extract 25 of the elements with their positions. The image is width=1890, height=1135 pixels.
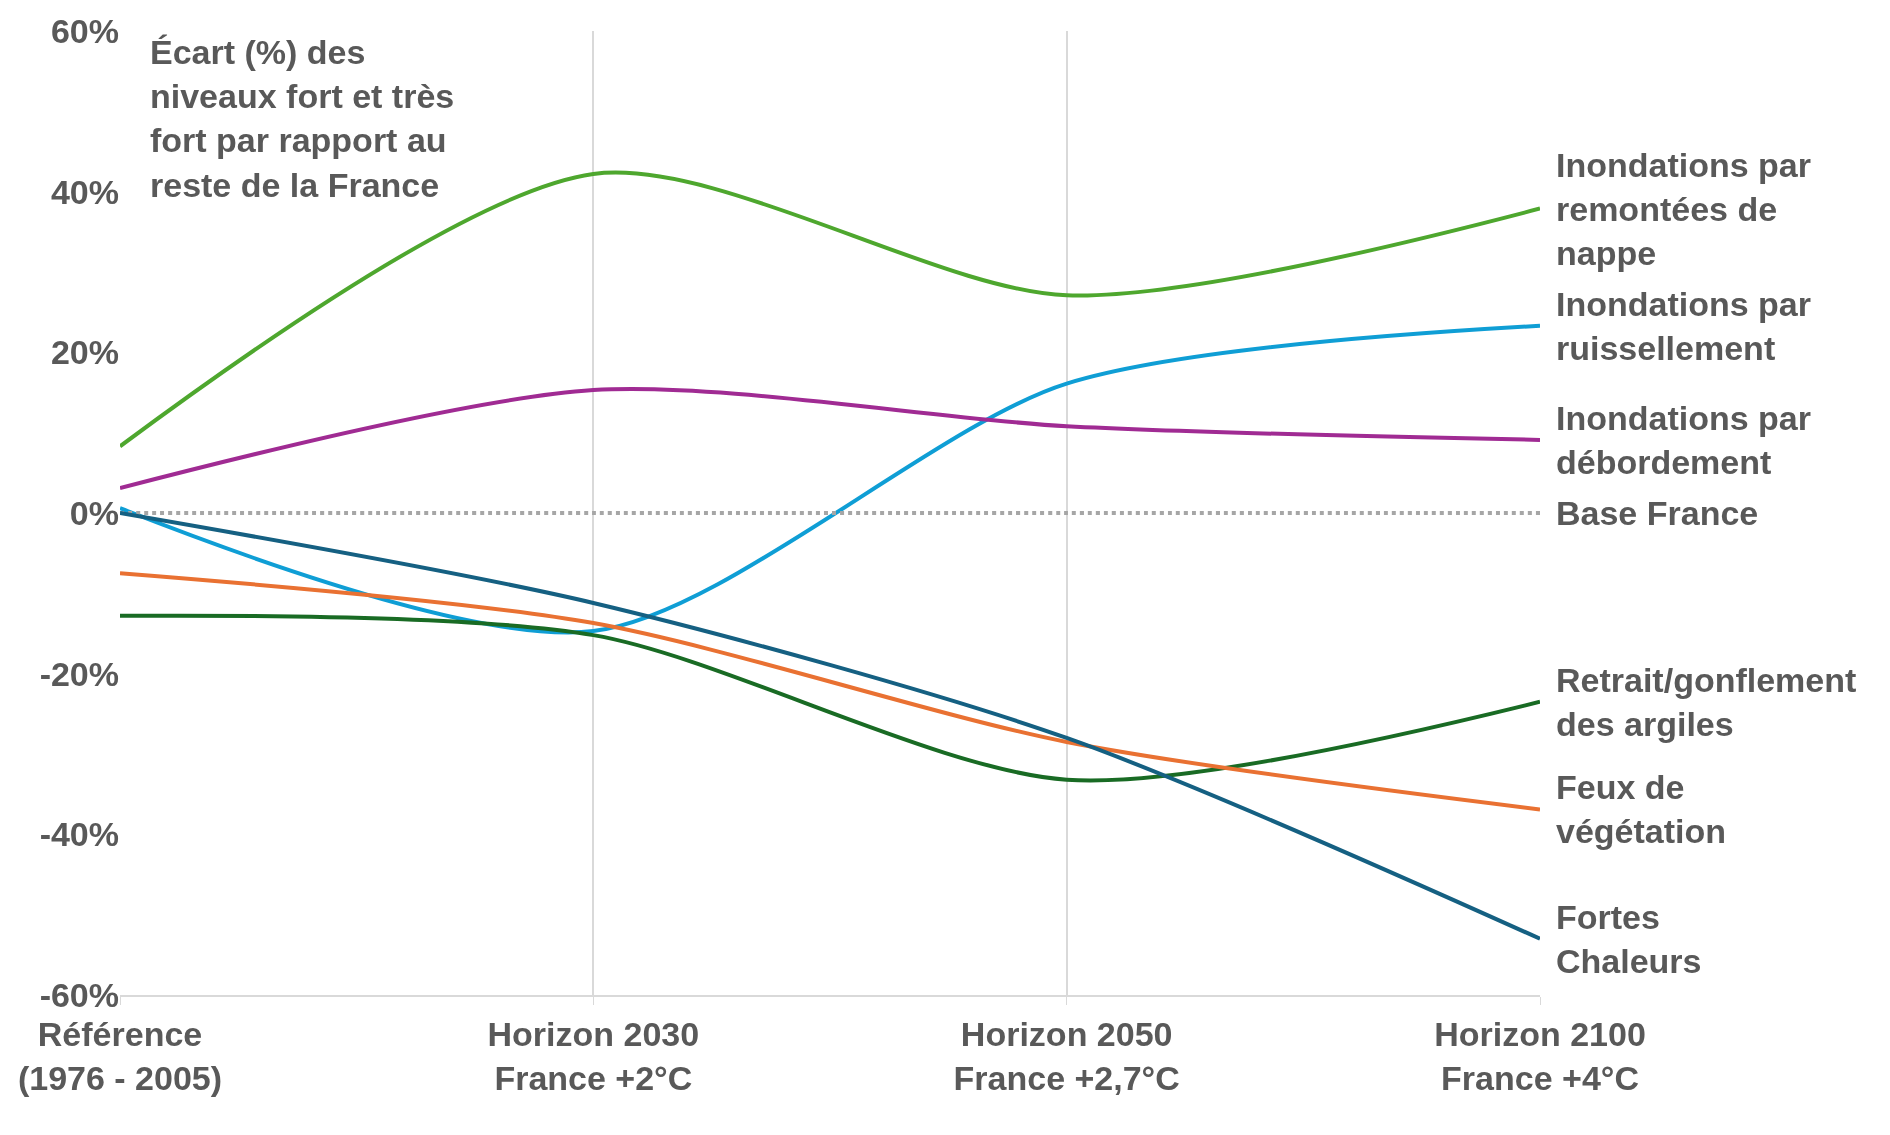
- series-label: Feux de végétation: [1556, 768, 1727, 851]
- series-label: Inondations par remontées de nappe: [1556, 146, 1811, 273]
- x-tick-label: Horizon 2100 France +4°C: [1434, 1014, 1646, 1097]
- series-label: Base France: [1556, 494, 1759, 532]
- y-tick-label: -60%: [39, 975, 119, 1014]
- line-series: [120, 613, 1540, 783]
- line-series: [120, 511, 1540, 941]
- series-label: Fortes Chaleurs: [1556, 898, 1702, 981]
- y-tick-label: -20%: [39, 654, 119, 693]
- x-tick-label: Référence (1976 - 2005): [17, 1014, 223, 1097]
- y-tick-label: 20%: [50, 333, 119, 372]
- line-series: [120, 387, 1540, 491]
- series-label: Inondations par ruissellement: [1556, 285, 1811, 368]
- y-tick-label: 60%: [50, 11, 119, 50]
- text: Écart (%) des niveaux fort et très fort par rapport au reste de la France: [150, 33, 455, 204]
- x-tick-label: Horizon 2030 France +2°C: [487, 1014, 700, 1097]
- series-label: Retrait/gonflement des argiles: [1556, 661, 1857, 744]
- x-tick-label: Horizon 2050 France +2,7°C: [953, 1014, 1180, 1097]
- series-label: Inondations par débordement: [1556, 399, 1811, 482]
- y-tick-label: 40%: [50, 172, 119, 211]
- line-series: [120, 571, 1540, 812]
- y-tick-label: -40%: [39, 815, 119, 854]
- y-tick-label: 0%: [69, 493, 119, 532]
- line-series: [120, 323, 1540, 635]
- line-series: [120, 170, 1540, 449]
